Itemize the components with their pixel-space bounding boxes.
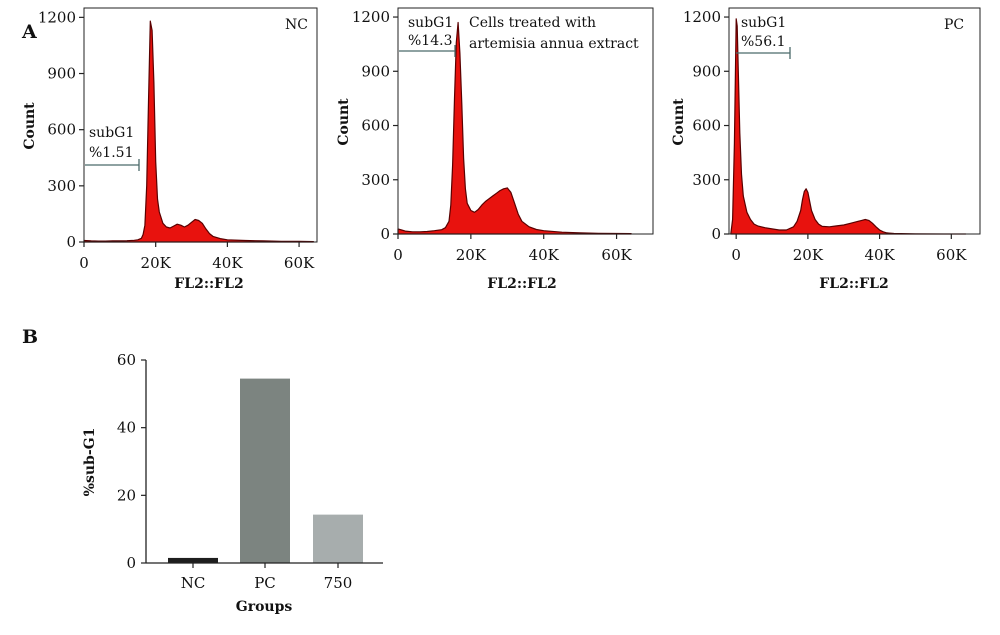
- x-ticks: 0 20K 40K 60K: [393, 234, 633, 264]
- y-tick-label: 60: [117, 351, 136, 369]
- gate-name: subG1: [741, 15, 786, 31]
- bar: [240, 378, 290, 563]
- x-tick-label: 20K: [793, 246, 824, 264]
- y-tick-label: 0: [126, 554, 136, 572]
- x-tick-label: 20K: [141, 254, 172, 272]
- y-tick-label: 300: [692, 171, 721, 189]
- x-tick-label: 40K: [529, 246, 560, 264]
- panel-letter-a: A: [21, 21, 37, 43]
- y-tick-label: 600: [47, 121, 76, 139]
- gate-name: subG1: [89, 125, 134, 141]
- plot-frame: [728, 7, 981, 235]
- x-ticks: NC PC 750: [181, 563, 353, 592]
- histogram-area: [730, 18, 967, 235]
- y-tick-label: 1200: [683, 8, 721, 26]
- y-axis-title: %sub-G1: [82, 428, 98, 497]
- gate-percent: %1.51: [89, 145, 133, 161]
- x-tick-label: 0: [393, 246, 403, 264]
- x-tick-label: 40K: [212, 254, 243, 272]
- x-tick-label: 60K: [284, 254, 315, 272]
- x-tick-label: 0: [79, 254, 89, 272]
- panel-letter-b: B: [22, 326, 38, 348]
- gate-name: subG1: [408, 15, 453, 31]
- y-ticks: 0 20 40 60: [117, 351, 146, 572]
- y-tick-label: 1200: [352, 8, 390, 26]
- panel-label-line-1: Cells treated with: [469, 15, 596, 31]
- y-tick-label: 0: [66, 233, 76, 251]
- y-tick-label: 1200: [38, 8, 76, 26]
- y-ticks: 0 300 600 900 1200: [38, 8, 84, 251]
- y-ticks: 0 300 600 900 1200: [683, 8, 729, 243]
- bars: [168, 378, 363, 563]
- y-tick-label: 300: [361, 171, 390, 189]
- plot-frame: [397, 7, 654, 235]
- panel-label: PC: [944, 17, 964, 33]
- x-tick-label: 60K: [601, 246, 632, 264]
- x-ticks: 0 20K 40K 60K: [731, 234, 967, 264]
- bar-chart: 0 20 40 60 NC PC 750 Groups %sub-G1: [82, 351, 383, 615]
- y-axis-title: Count: [22, 102, 38, 150]
- gate-percent: %56.1: [741, 34, 785, 50]
- histogram-nc: 0 300 600 900 1200 0 20K 40K 60K subG1 %1.51 NC…: [22, 7, 318, 292]
- y-tick-label: 20: [117, 486, 136, 504]
- y-tick-label: 40: [117, 419, 136, 437]
- y-tick-label: 600: [692, 117, 721, 135]
- y-axis-title: Count: [336, 98, 352, 146]
- panel-label-line-2: artemisia annua extract: [469, 36, 639, 52]
- y-tick-label: 900: [692, 62, 721, 80]
- gate-percent: %14.3: [408, 33, 452, 49]
- x-axis-title: FL2::FL2: [174, 276, 243, 292]
- x-tick-label: 0: [731, 246, 741, 264]
- y-axis-title: Count: [671, 98, 687, 146]
- x-ticks: 0 20K 40K 60K: [79, 242, 315, 272]
- x-tick-label: 750: [324, 574, 353, 592]
- histogram-area: [397, 21, 632, 235]
- x-tick-label: 20K: [456, 246, 487, 264]
- histogram-pc: 0 300 600 900 1200 0 20K 40K 60K subG1 %56.1 PC…: [671, 7, 981, 292]
- y-tick-label: 0: [711, 225, 721, 243]
- y-tick-label: 0: [380, 225, 390, 243]
- x-tick-label: 60K: [936, 246, 967, 264]
- panel-label: NC: [285, 17, 308, 33]
- x-axis-title: Groups: [236, 599, 293, 615]
- x-tick-label: 40K: [864, 246, 895, 264]
- bar: [313, 514, 363, 563]
- y-ticks: 0 300 600 900 1200: [352, 8, 398, 243]
- y-tick-label: 900: [361, 62, 390, 80]
- bar: [168, 557, 218, 563]
- histogram-treated: 0 300 600 900 1200 0 20K 40K 60K subG1 %14.3 Ce…: [336, 7, 654, 292]
- x-axis-title: FL2::FL2: [487, 276, 556, 292]
- histogram-area: [83, 20, 314, 243]
- y-tick-label: 600: [361, 117, 390, 135]
- y-tick-label: 300: [47, 177, 76, 195]
- x-axis-title: FL2::FL2: [819, 276, 888, 292]
- plot-frame: [83, 7, 318, 243]
- y-tick-label: 900: [47, 65, 76, 83]
- x-tick-label: PC: [254, 574, 276, 592]
- x-tick-label: NC: [181, 574, 206, 592]
